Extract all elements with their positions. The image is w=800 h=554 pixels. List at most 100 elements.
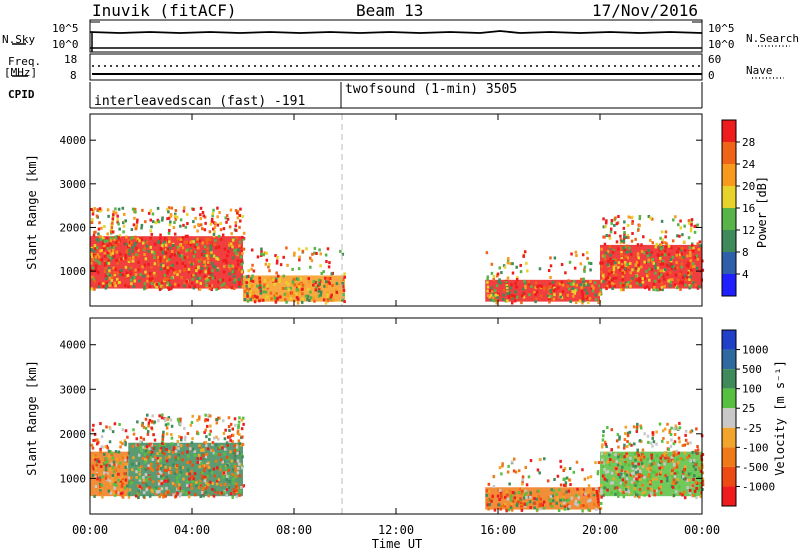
heatmap-cell [161, 442, 164, 446]
heatmap-cell [664, 456, 667, 460]
heatmap-cell [232, 256, 235, 260]
heatmap-cell [151, 279, 155, 283]
heatmap-cell [535, 497, 538, 501]
heatmap-cell [341, 298, 344, 302]
heatmap-cell [649, 216, 652, 220]
heatmap-cell [657, 463, 661, 467]
heatmap-cell [298, 255, 301, 259]
heatmap-cell [292, 293, 296, 297]
heatmap-cell [188, 472, 191, 476]
heatmap-cell [505, 280, 508, 284]
heatmap-cell [328, 282, 332, 286]
heatmap-cell [143, 252, 146, 256]
heatmap-cell [625, 477, 629, 481]
heatmap-cell [569, 483, 572, 487]
heatmap-cell [604, 221, 608, 225]
heatmap-cell [685, 275, 689, 279]
heatmap-cell [629, 284, 632, 288]
heatmap-cell [95, 238, 99, 242]
heatmap-cell [539, 507, 542, 511]
heatmap-cell [617, 214, 620, 218]
heatmap-cell [224, 466, 228, 470]
heatmap-cell [149, 462, 153, 466]
heatmap-cell [113, 486, 116, 490]
heatmap-cell [619, 241, 622, 245]
heatmap-cell [205, 283, 208, 287]
heatmap-cell [600, 460, 604, 464]
heatmap-cell [146, 430, 150, 434]
heatmap-cell [236, 486, 239, 490]
heatmap-cell [319, 252, 322, 256]
heatmap-cell [613, 223, 616, 227]
heatmap-cell [681, 275, 685, 279]
heatmap-cell [170, 436, 174, 440]
heatmap-cell [107, 259, 110, 263]
heatmap-cell [206, 485, 209, 489]
heatmap-cell [218, 210, 221, 214]
heatmap-cell [143, 263, 147, 267]
heatmap-cell [235, 488, 238, 492]
heatmap-cell [258, 280, 262, 284]
heatmap-cell [137, 468, 141, 472]
heatmap-cell [243, 298, 247, 302]
heatmap-cell [204, 418, 208, 422]
heatmap-cell [534, 300, 537, 304]
heatmap-cell [173, 232, 177, 236]
heatmap-cell [673, 466, 676, 470]
heatmap-cell [274, 293, 277, 297]
heatmap-cell [619, 288, 623, 292]
heatmap-cell [91, 455, 95, 459]
heatmap-cell [595, 508, 598, 512]
heatmap-cell [693, 490, 697, 494]
heatmap-cell [585, 296, 589, 300]
heatmap-cell [112, 245, 116, 249]
heatmap-cell [246, 294, 249, 298]
heatmap-cell [649, 468, 652, 472]
heatmap-cell [225, 441, 229, 445]
heatmap-cell [297, 285, 301, 289]
heatmap-cell [634, 456, 637, 460]
heatmap-cell [98, 221, 101, 225]
heatmap-cell [232, 491, 236, 495]
heatmap-cell [189, 423, 193, 427]
heatmap-cell [103, 269, 107, 273]
heatmap-cell [127, 495, 131, 499]
heatmap-cell [159, 267, 163, 271]
heatmap-cell [505, 507, 508, 511]
heatmap-cell [195, 280, 199, 284]
heatmap-cell [176, 476, 179, 480]
heatmap-cell [550, 294, 553, 298]
colorbar-tick-label: 28 [742, 136, 755, 149]
heatmap-cell [640, 250, 644, 254]
heatmap-cell [553, 256, 557, 260]
heatmap-cell [159, 466, 163, 470]
heatmap-cell [613, 284, 616, 288]
heatmap-cell [651, 444, 654, 448]
heatmap-cell [535, 508, 539, 512]
heatmap-cell [209, 272, 212, 276]
heatmap-cell [128, 252, 131, 256]
heatmap-cell [285, 246, 288, 250]
heatmap-cell [270, 297, 273, 301]
heatmap-cell [296, 297, 300, 301]
heatmap-cell [139, 476, 142, 480]
heatmap-cell [635, 477, 638, 481]
heatmap-cell [166, 271, 169, 275]
heatmap-cell [659, 247, 663, 251]
heatmap-cell [529, 491, 532, 495]
heatmap-cell [239, 489, 242, 493]
heatmap-cell [489, 298, 493, 302]
heatmap-cell [613, 466, 617, 470]
heatmap-cell [104, 461, 107, 465]
heatmap-cell [687, 271, 690, 275]
heatmap-cell [304, 294, 308, 298]
heatmap-cell [215, 421, 219, 425]
heatmap-cell [171, 285, 174, 289]
heatmap-cell [145, 488, 148, 492]
heatmap-cell [151, 414, 154, 418]
heatmap-cell [309, 296, 313, 300]
heatmap-cell [99, 491, 102, 495]
heatmap-cell [174, 212, 177, 216]
heatmap-cell [650, 492, 653, 496]
heatmap-cell [628, 250, 632, 254]
